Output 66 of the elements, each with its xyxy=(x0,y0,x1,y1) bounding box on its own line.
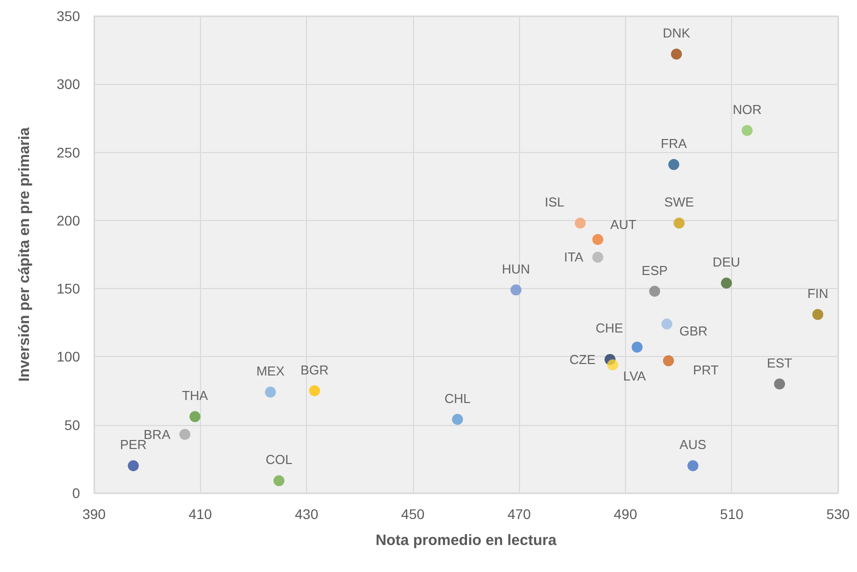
point xyxy=(128,460,139,472)
point xyxy=(607,359,618,370)
point xyxy=(670,48,682,60)
point xyxy=(649,286,660,297)
point xyxy=(774,378,786,390)
series-label: CHL xyxy=(444,390,471,406)
y-tick-label: 0 xyxy=(72,485,80,501)
point xyxy=(661,318,672,330)
point xyxy=(662,355,674,366)
point xyxy=(179,428,190,440)
x-tick-label: 430 xyxy=(294,506,318,522)
x-tick-label: 530 xyxy=(826,506,850,522)
x-tick-label: 490 xyxy=(614,506,638,522)
series-label: LVA xyxy=(623,368,646,384)
y-tick-label: 150 xyxy=(56,280,80,297)
y-tick-label: 200 xyxy=(56,212,80,228)
y-axis-title: Inversión per cápita en pre primaria xyxy=(16,126,33,382)
series-label: ISL xyxy=(544,194,564,210)
x-tick-label: 390 xyxy=(82,506,106,522)
series-label: BRA xyxy=(144,426,171,442)
point xyxy=(668,159,680,170)
point xyxy=(742,124,753,136)
point xyxy=(189,411,200,422)
series-label: SWE xyxy=(664,194,694,210)
point xyxy=(264,386,276,398)
point xyxy=(592,234,604,246)
y-tick-label: 50 xyxy=(64,416,80,433)
series-label: THA xyxy=(182,388,208,404)
point xyxy=(273,475,284,486)
series-label: DEU xyxy=(712,254,740,270)
x-tick-label: 470 xyxy=(507,506,532,522)
series-label: BGR xyxy=(300,362,329,378)
y-tick-label: 300 xyxy=(56,76,80,92)
series-label: HUN xyxy=(502,261,530,276)
x-axis-title: Nota promedio en lectura xyxy=(376,532,558,549)
x-tick-label: 510 xyxy=(720,506,744,522)
series-label: ESP xyxy=(642,262,668,278)
series-label: FIN xyxy=(807,286,828,301)
y-tick-label: 100 xyxy=(56,348,80,365)
y-tick-label: 350 xyxy=(56,8,80,24)
series-label: AUS xyxy=(680,437,707,452)
point xyxy=(674,218,685,229)
series-label: PRT xyxy=(692,362,719,378)
y-tick-label: 250 xyxy=(56,144,80,160)
series-label: NOR xyxy=(732,102,762,117)
point xyxy=(452,414,463,425)
series-label: DNK xyxy=(662,26,690,41)
series-label: CHE xyxy=(596,320,624,336)
series-label: AUT xyxy=(610,217,636,232)
series-label: FRA xyxy=(660,136,688,152)
series-label: ITA xyxy=(564,250,584,265)
series-label: COL xyxy=(266,452,292,468)
point xyxy=(632,342,643,353)
series-label: GBR xyxy=(679,324,708,339)
point xyxy=(687,460,698,472)
series-label: EST xyxy=(766,355,792,370)
point xyxy=(510,284,522,296)
point xyxy=(574,218,586,229)
point xyxy=(720,278,732,289)
point xyxy=(592,252,604,263)
series-label: CZE xyxy=(570,352,596,367)
x-tick-label: 450 xyxy=(401,506,425,522)
point xyxy=(309,385,320,396)
point xyxy=(812,308,824,320)
series-label: MEX xyxy=(256,364,285,379)
x-tick-label: 410 xyxy=(188,506,212,522)
